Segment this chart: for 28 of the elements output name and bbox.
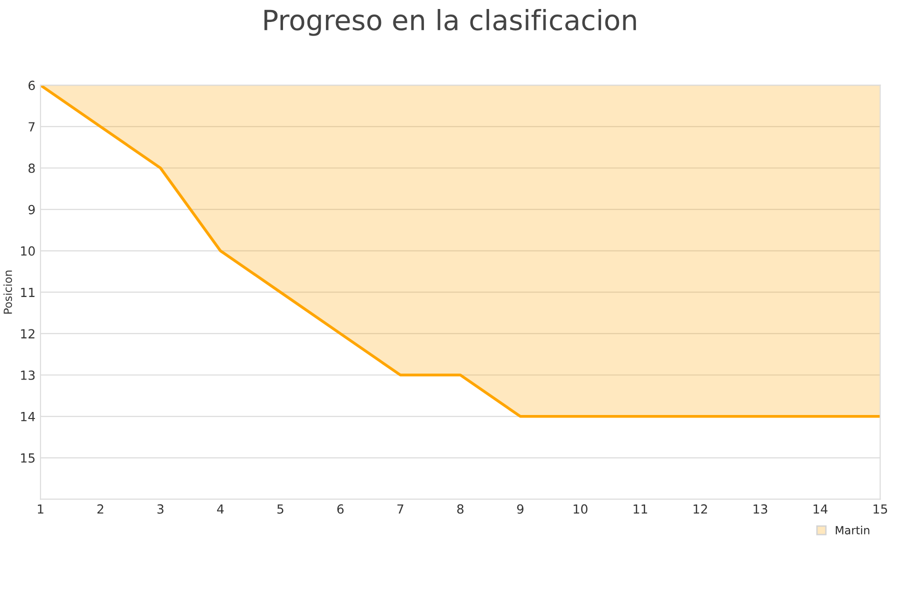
x-tick-label: 8 [457,504,464,514]
y-tick-label: 14 [21,412,35,422]
x-tick-label: 11 [634,504,648,514]
x-tick-label: 9 [517,504,524,514]
x-tick-label: 2 [97,504,104,514]
x-tick-label: 4 [217,504,224,514]
chart-title: Progreso en la clasificacion [264,9,636,36]
y-tick-label: 11 [21,288,34,297]
x-tick-label: 5 [277,504,284,514]
y-axis-title: Posicion [3,270,12,314]
legend-label: Martin [836,526,870,534]
x-tick-label: 7 [397,504,404,514]
x-tick-label: 3 [157,504,164,514]
x-tick-label: 10 [574,504,588,514]
y-tick-label: 12 [21,329,34,338]
x-tick-label: 12 [694,504,707,514]
x-tick-label: 14 [814,504,828,514]
x-tick-label: 15 [874,504,888,514]
y-tick-label: 9 [28,204,35,214]
y-tick-label: 8 [28,163,35,173]
y-tick-label: 6 [28,80,35,90]
x-tick-label: 6 [337,504,344,514]
y-tick-label: 13 [21,370,35,380]
x-tick-label: 1 [38,504,44,514]
x-tick-label: 13 [754,504,768,514]
y-tick-label: 15 [21,453,35,463]
y-tick-label: 10 [21,246,35,256]
y-tick-label: 7 [28,122,35,132]
